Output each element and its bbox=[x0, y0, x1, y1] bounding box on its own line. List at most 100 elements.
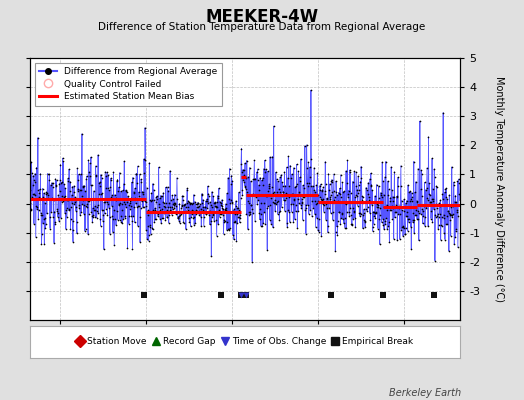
Point bbox=[157, 192, 165, 199]
Point bbox=[133, 180, 141, 186]
Point bbox=[378, 194, 386, 200]
Point bbox=[79, 184, 88, 190]
Point bbox=[137, 178, 146, 185]
Point bbox=[373, 204, 381, 210]
Point bbox=[93, 208, 101, 214]
Point bbox=[290, 197, 299, 204]
Point bbox=[405, 219, 413, 225]
Point bbox=[158, 199, 167, 205]
Point bbox=[118, 220, 127, 226]
Point bbox=[362, 206, 370, 212]
Point bbox=[266, 202, 275, 208]
Point bbox=[421, 222, 429, 229]
Point bbox=[293, 224, 301, 231]
Point bbox=[189, 215, 198, 221]
Point bbox=[348, 221, 356, 227]
Point bbox=[230, 206, 238, 212]
Point bbox=[183, 185, 191, 192]
Point bbox=[188, 207, 196, 213]
Point bbox=[137, 205, 145, 212]
Point bbox=[267, 192, 276, 198]
Point bbox=[183, 187, 191, 194]
Point bbox=[336, 220, 344, 227]
Point bbox=[175, 200, 183, 207]
Point bbox=[338, 211, 346, 217]
Point bbox=[104, 172, 112, 178]
Point bbox=[160, 209, 169, 216]
Point bbox=[397, 198, 406, 204]
Point bbox=[420, 202, 428, 209]
Point bbox=[326, 196, 334, 202]
Point bbox=[308, 198, 316, 204]
Point bbox=[41, 225, 49, 232]
Point bbox=[332, 228, 340, 235]
Point bbox=[101, 198, 109, 205]
Point bbox=[395, 205, 403, 211]
Point bbox=[50, 208, 59, 215]
Point bbox=[60, 181, 68, 187]
Point bbox=[257, 222, 265, 229]
Point bbox=[165, 212, 173, 218]
Point bbox=[410, 216, 419, 223]
Point bbox=[126, 205, 134, 212]
Point bbox=[159, 200, 168, 207]
Point bbox=[265, 181, 274, 188]
Point bbox=[147, 231, 155, 237]
Point bbox=[240, 172, 248, 178]
Point bbox=[190, 221, 198, 228]
Point bbox=[407, 246, 416, 252]
Point bbox=[109, 216, 117, 222]
Point bbox=[61, 210, 69, 216]
Point bbox=[161, 217, 170, 224]
Point bbox=[396, 211, 405, 217]
Point bbox=[359, 225, 367, 232]
Point bbox=[247, 202, 256, 208]
Point bbox=[226, 199, 235, 206]
Point bbox=[272, 200, 280, 207]
Point bbox=[123, 244, 132, 251]
Point bbox=[211, 199, 219, 206]
Point bbox=[193, 208, 201, 214]
Point bbox=[355, 187, 363, 193]
Point bbox=[313, 170, 322, 176]
Point bbox=[370, 208, 378, 215]
Point bbox=[119, 216, 127, 223]
Point bbox=[88, 182, 96, 189]
Point bbox=[230, 236, 238, 243]
Point bbox=[57, 215, 65, 221]
Point bbox=[183, 207, 192, 214]
Point bbox=[334, 189, 343, 196]
Point bbox=[146, 222, 154, 228]
Point bbox=[100, 199, 108, 205]
Point bbox=[454, 176, 463, 182]
Point bbox=[314, 227, 322, 234]
Point bbox=[84, 231, 92, 237]
Point bbox=[32, 204, 41, 211]
Point bbox=[276, 207, 285, 214]
Point bbox=[451, 198, 459, 205]
Point bbox=[452, 226, 461, 232]
Point bbox=[321, 181, 330, 188]
Point bbox=[58, 192, 67, 199]
Point bbox=[119, 199, 128, 205]
Point bbox=[315, 186, 324, 193]
Point bbox=[277, 172, 286, 178]
Point bbox=[97, 172, 105, 178]
Point bbox=[252, 192, 260, 198]
Point bbox=[376, 241, 384, 248]
Point bbox=[186, 201, 194, 207]
Point bbox=[204, 193, 213, 199]
Point bbox=[376, 212, 384, 218]
Point bbox=[248, 191, 257, 197]
Point bbox=[111, 216, 119, 222]
Point bbox=[228, 232, 237, 238]
Point bbox=[180, 202, 189, 208]
Point bbox=[238, 166, 247, 173]
Point bbox=[191, 198, 199, 205]
Point bbox=[27, 206, 35, 213]
Point bbox=[362, 198, 370, 204]
Point bbox=[51, 176, 60, 182]
Point bbox=[373, 182, 381, 188]
Point bbox=[29, 177, 38, 183]
Point bbox=[45, 177, 53, 183]
